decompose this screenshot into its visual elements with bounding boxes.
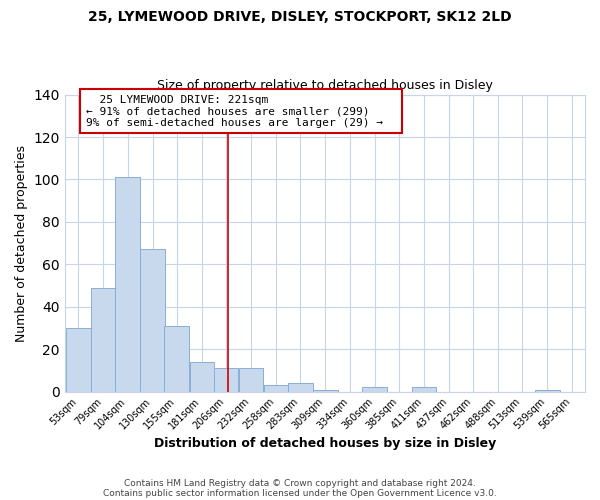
Bar (190, 362, 214, 392)
Text: 25 LYMEWOOD DRIVE: 221sqm
← 91% of detached houses are smaller (299)
9% of semi-: 25 LYMEWOOD DRIVE: 221sqm ← 91% of detac… (86, 94, 396, 128)
Text: 25, LYMEWOOD DRIVE, DISLEY, STOCKPORT, SK12 2LD: 25, LYMEWOOD DRIVE, DISLEY, STOCKPORT, S… (88, 10, 512, 24)
Bar (362, 388, 387, 392)
Bar (66, 328, 91, 392)
Bar (264, 386, 289, 392)
Title: Size of property relative to detached houses in Disley: Size of property relative to detached ho… (157, 79, 493, 92)
Bar (313, 390, 338, 392)
Bar (535, 390, 560, 392)
Bar (91, 288, 116, 392)
Bar (164, 326, 189, 392)
X-axis label: Distribution of detached houses by size in Disley: Distribution of detached houses by size … (154, 437, 496, 450)
Bar (412, 388, 436, 392)
Text: Contains public sector information licensed under the Open Government Licence v3: Contains public sector information licen… (103, 488, 497, 498)
Bar (214, 368, 238, 392)
Bar (288, 383, 313, 392)
Bar (115, 178, 140, 392)
Y-axis label: Number of detached properties: Number of detached properties (15, 144, 28, 342)
Bar (239, 368, 263, 392)
Bar (140, 250, 165, 392)
Text: Contains HM Land Registry data © Crown copyright and database right 2024.: Contains HM Land Registry data © Crown c… (124, 478, 476, 488)
